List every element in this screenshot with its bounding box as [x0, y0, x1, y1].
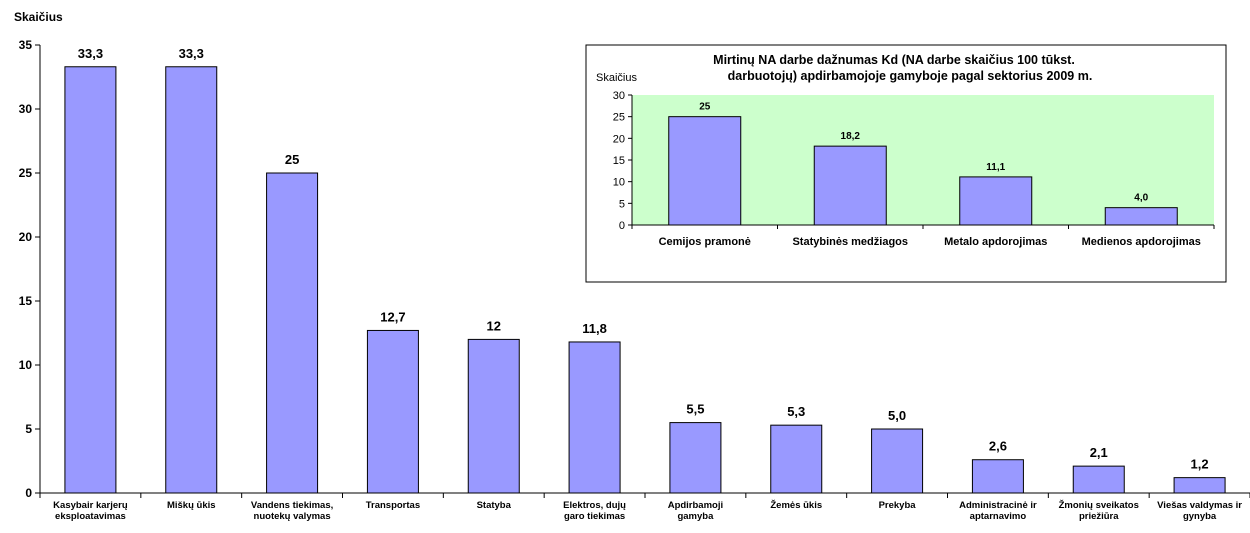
y-tick-label: 25 [19, 166, 33, 180]
y-tick-label: 10 [19, 358, 33, 372]
bar [770, 424, 823, 494]
category-label: Miškų ūkis [167, 500, 216, 511]
category-label: Elektros, dujų [563, 500, 626, 511]
bar [266, 172, 319, 494]
inset-chart: Mirtinų NA darbe dažnumas Kd (NA darbe s… [585, 44, 1227, 283]
inset-category-label: Cemijos pramonė [659, 236, 751, 248]
inset-bar [813, 145, 887, 226]
category-label: Administracinė ir [959, 500, 1037, 511]
inset-y-tick-label: 20 [613, 133, 625, 145]
inset-bar [959, 176, 1033, 226]
bar [568, 341, 621, 494]
category-label: gynyba [1183, 511, 1217, 522]
y-tick-label: 20 [19, 230, 33, 244]
y-tick-label: 0 [25, 486, 32, 500]
data-label: 12 [487, 318, 501, 333]
y-axis-label: Skaičius [14, 10, 63, 24]
main-chart: Skaičius 0 5 10 15 20 25 30 35 33,3 Kasybair karj… [14, 10, 1250, 522]
data-label: 2,6 [989, 439, 1007, 454]
inset-y-axis-label: Skaičius [596, 72, 637, 84]
bar [1072, 465, 1125, 494]
inset-y-tick-label: 0 [619, 220, 625, 232]
bar [971, 459, 1024, 494]
bar [366, 329, 419, 494]
y-tick-label: 5 [25, 422, 32, 436]
category-label: Statyba [477, 500, 512, 511]
data-label: 5,5 [686, 402, 704, 417]
inset-category-label: Metalo apdorojimas [944, 236, 1047, 248]
category-label: gamyba [677, 511, 714, 522]
bar [467, 338, 520, 494]
y-tick-label: 15 [19, 294, 33, 308]
category-label: Transportas [366, 500, 420, 511]
inset-category-label: Medienos apdorojimas [1082, 236, 1201, 248]
bar [64, 66, 117, 494]
inset-y-tick-label: 5 [619, 198, 625, 210]
inset-title-line-1: Mirtinų NA darbe dažnumas Kd (NA darbe s… [713, 53, 1075, 67]
data-label: 5,3 [787, 404, 805, 419]
data-label: 5,0 [888, 408, 906, 423]
inset-bar [1104, 207, 1178, 226]
category-label: priežiūra [1079, 511, 1119, 522]
inset-y-tick-label: 10 [613, 177, 625, 189]
data-label: 25 [285, 152, 299, 167]
bar [871, 428, 924, 494]
bar [1173, 477, 1226, 494]
category-label: Žemės ūkis [770, 499, 822, 511]
category-label: Viešas valdymas ir [1157, 500, 1242, 511]
bar [165, 66, 218, 494]
inset-y-tick-label: 15 [613, 155, 625, 167]
y-tick-label: 35 [19, 38, 33, 52]
inset-data-label: 4,0 [1134, 193, 1148, 204]
category-label: Apdirbamoji [668, 500, 723, 511]
category-label: aptarnavimo [970, 511, 1027, 522]
y-tick-label: 30 [19, 102, 33, 116]
inset-bar [668, 116, 742, 226]
category-label: nuotekų valymas [254, 511, 331, 522]
inset-y-tick-label: 30 [613, 90, 625, 102]
category-label: Žmonių sveikatos [1059, 499, 1139, 511]
category-label: garo tiekimas [564, 511, 625, 522]
data-label: 11,8 [582, 321, 607, 336]
category-label: eksploatavimas [55, 511, 126, 522]
bar [669, 422, 722, 494]
data-label: 1,2 [1191, 457, 1209, 472]
inset-data-label: 11,1 [986, 162, 1005, 173]
data-label: 33,3 [78, 46, 103, 61]
data-label: 33,3 [179, 46, 204, 61]
inset-data-label: 18,2 [841, 131, 861, 142]
inset-category-label: Statybinės medžiagos [792, 236, 908, 248]
inset-y-tick-label: 25 [613, 112, 625, 124]
inset-data-label: 25 [699, 102, 711, 113]
category-label: Vandens tiekimas, [251, 500, 333, 511]
category-label: Prekyba [879, 500, 917, 511]
data-label: 12,7 [380, 309, 405, 324]
category-label: Kasybair karjerų [53, 500, 128, 511]
data-label: 2,1 [1090, 445, 1108, 460]
inset-title-line-2: darbuotojų) apdirbamojoje gamyboje pagal… [728, 69, 1093, 83]
